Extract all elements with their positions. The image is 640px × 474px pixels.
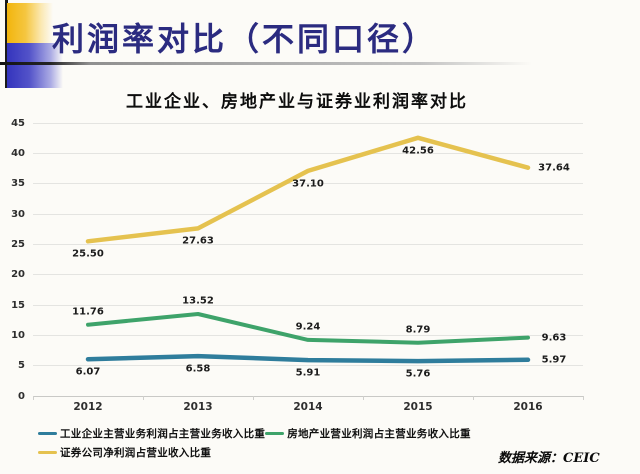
axis-tick (143, 396, 144, 400)
data-label: 5.76 (405, 368, 431, 380)
axis-tick (363, 396, 364, 400)
data-label: 11.76 (72, 306, 104, 318)
y-tick-label: 40 (11, 147, 25, 159)
series-line-0 (85, 353, 531, 364)
data-label: 9.24 (295, 321, 321, 333)
gridline (33, 243, 583, 245)
x-tick-label: 2013 (183, 401, 213, 413)
chart-title: 工业企业、房地产业与证券业利润率对比 (126, 92, 468, 112)
gridline (33, 213, 583, 215)
data-label: 5.91 (295, 367, 321, 379)
data-label: 37.10 (292, 178, 324, 190)
gridline (33, 334, 583, 336)
data-label: 27.63 (182, 235, 214, 247)
y-tick-label: 20 (11, 269, 25, 281)
legend-label: 房地产业营业利润占主营业务收入比重 (287, 428, 471, 440)
source-note: 数据来源：CEIC (498, 451, 600, 466)
legend-line-icon (265, 431, 285, 436)
axis-tick (473, 396, 474, 400)
x-axis-line (33, 395, 583, 397)
y-tick-label: 10 (11, 329, 25, 341)
decorative-yellow-square (7, 3, 53, 43)
gridline (33, 274, 583, 276)
data-label: 42.56 (402, 145, 434, 157)
gridline (33, 122, 583, 124)
x-tick-label: 2012 (73, 401, 103, 413)
y-tick-label: 15 (11, 299, 25, 311)
slide-title: 利润率对比（不同口径） (52, 20, 438, 58)
y-tick-label: 45 (11, 117, 25, 129)
data-label: 6.58 (185, 363, 211, 375)
gridline (33, 152, 583, 154)
y-tick-label: 30 (11, 208, 25, 220)
legend-line-icon (38, 450, 57, 455)
decorative-vertical-line (5, 0, 8, 88)
legend-item-0: 工业企业主营业务利润占主营业务收入比重 (38, 426, 265, 441)
data-label: 37.64 (538, 162, 570, 174)
gridline (33, 304, 583, 306)
legend-item-2: 证券公司净利润占营业收入比重 (38, 445, 211, 460)
legend-line-icon (38, 431, 57, 436)
y-tick-label: 25 (11, 238, 25, 250)
legend-item-1: 房地产业营业利润占主营业务收入比重 (265, 426, 471, 441)
axis-tick (583, 396, 584, 400)
axis-tick (253, 396, 254, 400)
data-label: 6.07 (75, 366, 101, 378)
x-tick-label: 2014 (293, 401, 323, 413)
title-underline-rule (0, 62, 560, 65)
data-label: 8.79 (405, 324, 431, 336)
y-tick-label: 5 (18, 360, 25, 372)
legend-label: 工业企业主营业务利润占主营业务收入比重 (60, 428, 266, 440)
data-label: 9.63 (541, 332, 567, 344)
legend: 工业企业主营业务利润占主营业务收入比重 房地产业营业利润占主营业务收入比重证券公司… (38, 426, 583, 460)
axis-tick (33, 396, 34, 400)
y-tick-label: 35 (11, 178, 25, 190)
legend-label: 证券公司净利润占营业收入比重 (60, 447, 212, 459)
data-label: 13.52 (182, 295, 214, 307)
data-label: 25.50 (72, 248, 104, 260)
x-tick-label: 2015 (403, 401, 433, 413)
data-label: 5.97 (541, 354, 567, 366)
y-tick-label: 0 (18, 390, 25, 402)
x-tick-label: 2016 (513, 401, 543, 413)
gridline (33, 365, 583, 367)
decorative-blue-square (7, 43, 63, 88)
